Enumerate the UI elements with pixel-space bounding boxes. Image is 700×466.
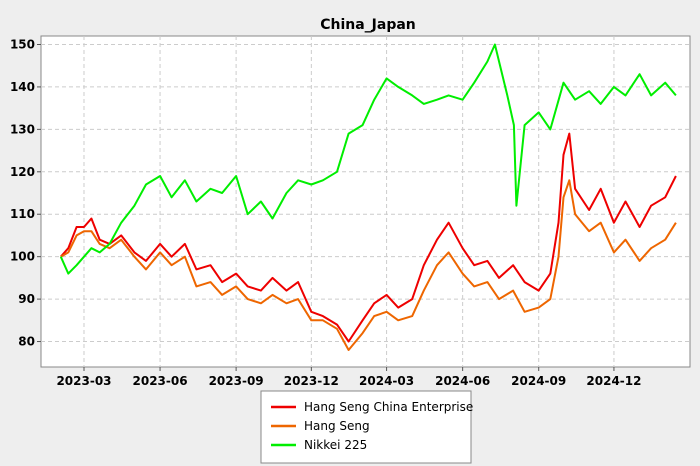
y-tick-label: 110 (10, 207, 35, 221)
x-tick-label: 2023-03 (56, 374, 111, 388)
x-tick-label: 2023-12 (284, 374, 339, 388)
legend-label: Hang Seng (304, 419, 370, 433)
chart-title: China_Japan (320, 17, 416, 33)
series-line-3 (59, 43, 677, 275)
plot-area (40, 35, 691, 368)
legend-label: Nikkei 225 (304, 438, 367, 452)
legend-label: Hang Seng China Enterprise (304, 400, 473, 414)
axes: 80 90 100 110 120 130 140 150 2023-03 2023-06 2023… (10, 37, 642, 388)
series-line-2 (60, 179, 677, 351)
y-tick-label: 120 (10, 165, 35, 179)
y-tick-label: 140 (10, 80, 35, 94)
y-tick-label: 100 (10, 250, 35, 264)
x-tick-label: 2024-12 (586, 374, 641, 388)
legend: Hang Seng China Enterprise Hang Seng Nikke… (260, 390, 473, 464)
x-tick-label: 2023-06 (133, 374, 188, 388)
y-tick-label: 150 (10, 37, 35, 51)
y-tick-label: 90 (18, 292, 35, 306)
x-tick-label: 2024-06 (435, 374, 490, 388)
x-tick-label: 2024-09 (511, 374, 566, 388)
series-layer (59, 43, 677, 351)
x-tick-label: 2024-03 (359, 374, 414, 388)
x-tick-label: 2023-09 (209, 374, 264, 388)
y-tick-label: 130 (10, 122, 35, 136)
series-line-1 (60, 132, 677, 343)
y-tick-label: 80 (18, 335, 35, 349)
